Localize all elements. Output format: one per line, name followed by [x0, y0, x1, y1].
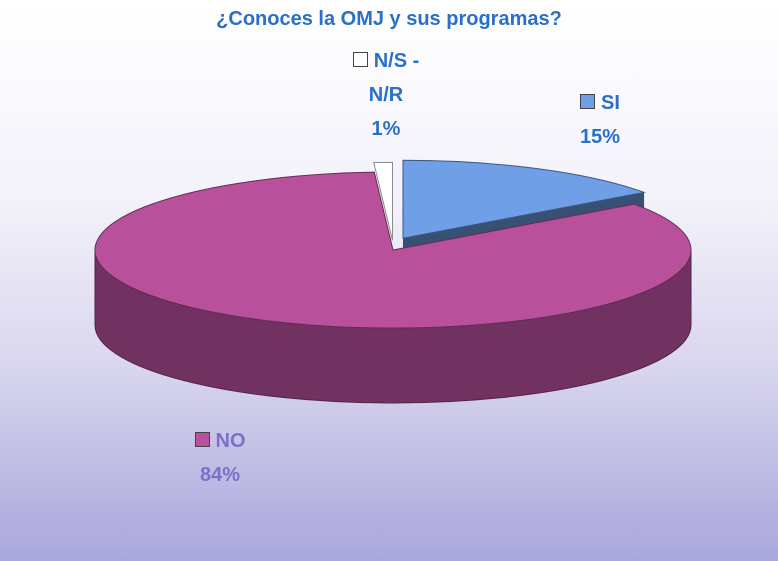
legend-entry: NO [160, 424, 280, 458]
data-label: N/S - N/R 1% [340, 44, 432, 146]
category-label: NO [215, 430, 246, 452]
value-label: 1% [371, 118, 401, 140]
slice [94, 171, 692, 329]
legend-swatch [194, 432, 210, 447]
chart-title: ¿Conoces la OMJ y sus programas? [216, 8, 562, 30]
category-label: N/S - N/R [368, 50, 420, 106]
slice [402, 159, 646, 239]
legend-swatch [580, 94, 596, 109]
data-label: SI 15% [540, 86, 660, 154]
slice [373, 161, 393, 241]
category-label: SI [601, 92, 620, 114]
legend-entry: SI [540, 86, 660, 120]
value-label: 84% [199, 464, 241, 486]
legend-entry: N/S - N/R [340, 44, 432, 112]
legend-swatch [352, 52, 368, 67]
value-label: 15% [579, 126, 621, 148]
data-label: NO 84% [160, 424, 280, 492]
